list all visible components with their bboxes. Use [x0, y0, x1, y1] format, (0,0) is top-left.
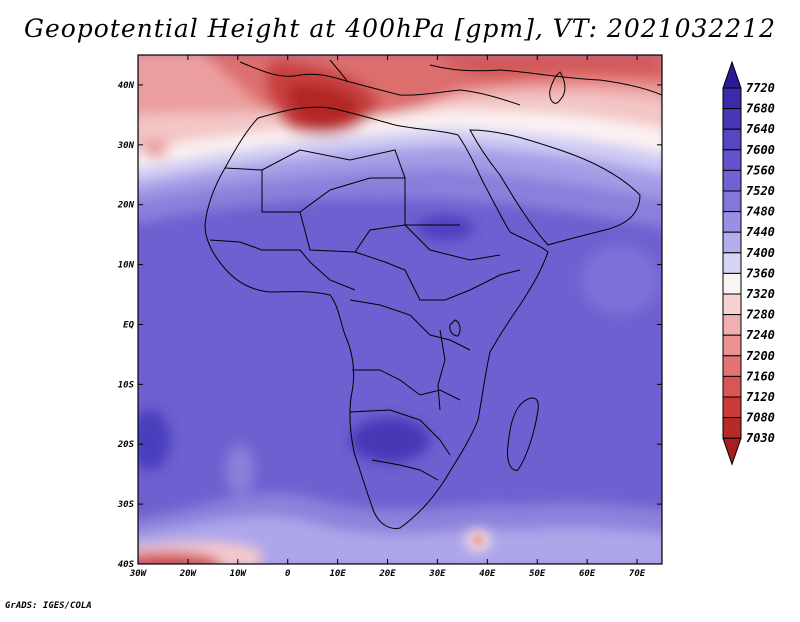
lon-label: 70E — [629, 569, 646, 579]
coastlines — [204, 59, 662, 529]
colorbar-bottom-arrow — [722, 437, 742, 466]
colorbar-label: 7560 — [746, 163, 775, 177]
colorbar-label: 7160 — [746, 369, 775, 383]
lon-label: 30E — [428, 569, 446, 579]
map-frame — [137, 54, 663, 565]
lat-label: 30S — [117, 500, 135, 510]
lat-label: 40S — [118, 560, 135, 570]
lon-label: 20E — [378, 569, 396, 579]
colorbar-segment — [722, 417, 742, 439]
chart-title: Geopotential Height at 400hPa [gpm], VT:… — [23, 14, 777, 43]
colorbar-segment — [722, 272, 742, 295]
lon-label: 20W — [179, 569, 198, 579]
lat-label: 30N — [117, 141, 135, 151]
colorbar-label: 7240 — [746, 328, 775, 342]
colorbar-segment — [722, 396, 742, 419]
colorbar-segment — [722, 128, 742, 151]
lat-label: EQ — [123, 320, 134, 330]
colorbar-label: 7200 — [746, 349, 775, 363]
lon-label: 60E — [579, 569, 596, 579]
colorbar-label: 7120 — [746, 390, 775, 404]
lon-label: 40E — [479, 569, 496, 579]
lat-label: 40N — [118, 81, 135, 91]
lat-label: 20S — [117, 440, 135, 450]
lon-label: 10W — [230, 569, 248, 579]
colorbar-segment — [722, 169, 742, 192]
colorbar-segment — [722, 149, 742, 171]
colorbar-label: 7080 — [746, 411, 775, 425]
colorbar-top-arrow — [722, 60, 742, 89]
lon-label: 30W — [129, 569, 148, 579]
colorbar-label: 7720 — [746, 81, 775, 95]
credit-footer: GrADS: IGES/COLA — [5, 601, 92, 611]
colorbar-segment — [722, 190, 742, 213]
colorbar-label: 7360 — [746, 266, 775, 280]
lon-label: 0 — [285, 569, 291, 579]
lat-label: 10S — [118, 380, 135, 390]
colorbar-segment — [722, 334, 742, 357]
colorbar-segment — [722, 252, 742, 274]
latitude-axis: 40N 30N 20N 10N EQ 10S 20S 30S 40S — [117, 81, 662, 570]
colorbar-label: 7480 — [746, 205, 775, 219]
colorbar-label: 7520 — [746, 184, 775, 198]
colorbar-label: 7440 — [746, 225, 775, 239]
colorbar-segment — [722, 87, 742, 110]
colorbar-label: 7030 — [746, 431, 775, 445]
colorbar-segment — [722, 293, 742, 316]
colorbar-label: 7400 — [746, 246, 775, 260]
lat-label: 20N — [117, 201, 135, 211]
colorbar-label: 7280 — [746, 308, 775, 322]
lon-label: 10E — [329, 569, 346, 579]
colorbar: 7720 7680 7640 7600 7560 7520 7480 7440 7400 7360… — [722, 60, 775, 466]
height-field — [138, 55, 662, 564]
colorbar-label: 7680 — [746, 102, 775, 116]
lat-label: 10N — [118, 261, 135, 271]
colorbar-segment — [722, 355, 742, 377]
longitude-axis: 30W 20W 10W 0 10E 20E 30E 40E 50E 60E 70E — [129, 55, 646, 579]
colorbar-segment — [722, 211, 742, 233]
colorbar-segment — [722, 108, 742, 130]
colorbar-segment — [722, 375, 742, 398]
lon-label: 50E — [529, 569, 546, 579]
colorbar-segment — [722, 231, 742, 254]
colorbar-label: 7320 — [746, 287, 775, 301]
colorbar-label: 7640 — [746, 122, 775, 136]
colorbar-label: 7600 — [746, 143, 775, 157]
colorbar-segment — [722, 314, 742, 336]
